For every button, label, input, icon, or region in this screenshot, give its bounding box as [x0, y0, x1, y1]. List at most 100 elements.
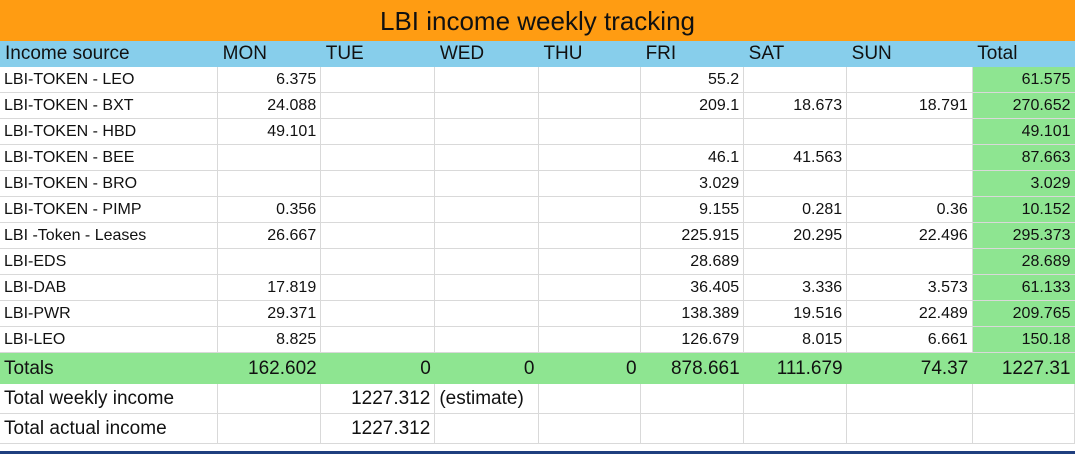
sat-cell[interactable]: 0.281: [743, 196, 848, 223]
wed-cell[interactable]: [434, 170, 539, 197]
sun-cell[interactable]: 22.489: [846, 300, 973, 327]
mon-cell[interactable]: [217, 248, 322, 275]
mon-cell[interactable]: 17.819: [217, 274, 322, 301]
fri-cell[interactable]: 46.1: [640, 144, 745, 171]
sat-cell[interactable]: [743, 118, 848, 145]
mon-cell[interactable]: 49.101: [217, 118, 322, 145]
header-fri[interactable]: FRI: [640, 41, 744, 67]
income-source-cell[interactable]: LBI-LEO: [0, 326, 219, 353]
header-mon[interactable]: MON: [217, 41, 321, 67]
mon-cell[interactable]: 29.371: [217, 300, 322, 327]
empty-cell[interactable]: [217, 384, 322, 414]
wed-cell[interactable]: [434, 67, 539, 93]
empty-cell[interactable]: [640, 413, 745, 444]
income-source-cell[interactable]: LBI-TOKEN - PIMP: [0, 196, 219, 223]
sun-cell[interactable]: [846, 118, 973, 145]
sat-cell[interactable]: [743, 67, 848, 93]
sat-cell[interactable]: 18.673: [743, 92, 848, 119]
total-cell[interactable]: 10.152: [972, 196, 1075, 223]
sun-cell[interactable]: 18.791: [846, 92, 973, 119]
empty-cell[interactable]: [640, 384, 745, 414]
thu-cell[interactable]: [538, 274, 642, 301]
total-cell[interactable]: 87.663: [972, 144, 1075, 171]
empty-cell[interactable]: [538, 413, 642, 444]
totals-mon[interactable]: 162.602: [217, 352, 321, 384]
totals-tue[interactable]: 0: [320, 352, 435, 384]
income-source-cell[interactable]: LBI -Token - Leases: [0, 222, 219, 249]
income-source-cell[interactable]: LBI-PWR: [0, 300, 219, 327]
fri-cell[interactable]: 209.1: [640, 92, 745, 119]
tue-cell[interactable]: [320, 144, 436, 171]
wed-cell[interactable]: [434, 118, 539, 145]
total-cell[interactable]: 49.101: [972, 118, 1075, 145]
tue-cell[interactable]: [320, 67, 436, 93]
totals-total[interactable]: 1227.31: [972, 352, 1075, 384]
thu-cell[interactable]: [538, 170, 642, 197]
income-source-cell[interactable]: LBI-DAB: [0, 274, 219, 301]
empty-cell[interactable]: [743, 384, 848, 414]
totals-thu[interactable]: 0: [538, 352, 641, 384]
thu-cell[interactable]: [538, 92, 642, 119]
total-cell[interactable]: 270.652: [972, 92, 1075, 119]
mon-cell[interactable]: [217, 170, 322, 197]
sun-cell[interactable]: 22.496: [846, 222, 973, 249]
empty-cell[interactable]: [846, 384, 973, 414]
tue-cell[interactable]: [320, 196, 436, 223]
income-source-cell[interactable]: LBI-TOKEN - BRO: [0, 170, 219, 197]
wed-cell[interactable]: [434, 274, 539, 301]
wed-cell[interactable]: [434, 144, 539, 171]
sat-cell[interactable]: 41.563: [743, 144, 848, 171]
total-cell[interactable]: 3.029: [972, 170, 1075, 197]
fri-cell[interactable]: 28.689: [640, 248, 745, 275]
tue-cell[interactable]: [320, 248, 436, 275]
tue-cell[interactable]: [320, 92, 436, 119]
wed-cell[interactable]: [434, 92, 539, 119]
actual-income-label[interactable]: Total actual income: [0, 413, 219, 444]
income-source-cell[interactable]: LBI-TOKEN - BXT: [0, 92, 219, 119]
tue-cell[interactable]: [320, 118, 436, 145]
mon-cell[interactable]: 0.356: [217, 196, 322, 223]
total-cell[interactable]: 61.133: [972, 274, 1075, 301]
mon-cell[interactable]: 26.667: [217, 222, 322, 249]
totals-fri[interactable]: 878.661: [640, 352, 744, 384]
header-income-source[interactable]: Income source: [0, 41, 218, 67]
sat-cell[interactable]: [743, 170, 848, 197]
header-total[interactable]: Total: [972, 41, 1075, 67]
header-sat[interactable]: SAT: [743, 41, 847, 67]
thu-cell[interactable]: [538, 118, 642, 145]
income-source-cell[interactable]: LBI-TOKEN - LEO: [0, 67, 219, 93]
thu-cell[interactable]: [538, 144, 642, 171]
tue-cell[interactable]: [320, 326, 436, 353]
actual-income-value[interactable]: 1227.312: [320, 413, 436, 444]
empty-cell[interactable]: [538, 384, 642, 414]
thu-cell[interactable]: [538, 248, 642, 275]
tue-cell[interactable]: [320, 170, 436, 197]
thu-cell[interactable]: [538, 196, 642, 223]
tue-cell[interactable]: [320, 222, 436, 249]
header-sun[interactable]: SUN: [846, 41, 973, 67]
sun-cell[interactable]: [846, 170, 973, 197]
mon-cell[interactable]: 6.375: [217, 67, 322, 93]
income-source-cell[interactable]: LBI-TOKEN - HBD: [0, 118, 219, 145]
tue-cell[interactable]: [320, 300, 436, 327]
sun-cell[interactable]: 3.573: [846, 274, 973, 301]
sun-cell[interactable]: [846, 67, 973, 93]
total-cell[interactable]: 150.18: [972, 326, 1075, 353]
weekly-income-value[interactable]: 1227.312: [320, 384, 436, 414]
wed-cell[interactable]: [434, 300, 539, 327]
empty-cell[interactable]: [972, 384, 1075, 414]
header-tue[interactable]: TUE: [320, 41, 435, 67]
mon-cell[interactable]: 8.825: [217, 326, 322, 353]
total-cell[interactable]: 295.373: [972, 222, 1075, 249]
empty-cell[interactable]: [743, 413, 848, 444]
fri-cell[interactable]: [640, 118, 745, 145]
sun-cell[interactable]: 0.36: [846, 196, 973, 223]
thu-cell[interactable]: [538, 67, 642, 93]
tue-cell[interactable]: [320, 274, 436, 301]
weekly-income-label[interactable]: Total weekly income: [0, 384, 219, 414]
sun-cell[interactable]: 6.661: [846, 326, 973, 353]
sun-cell[interactable]: [846, 248, 973, 275]
weekly-income-note[interactable]: (estimate): [434, 384, 539, 414]
wed-cell[interactable]: [434, 196, 539, 223]
income-source-cell[interactable]: LBI-EDS: [0, 248, 219, 275]
